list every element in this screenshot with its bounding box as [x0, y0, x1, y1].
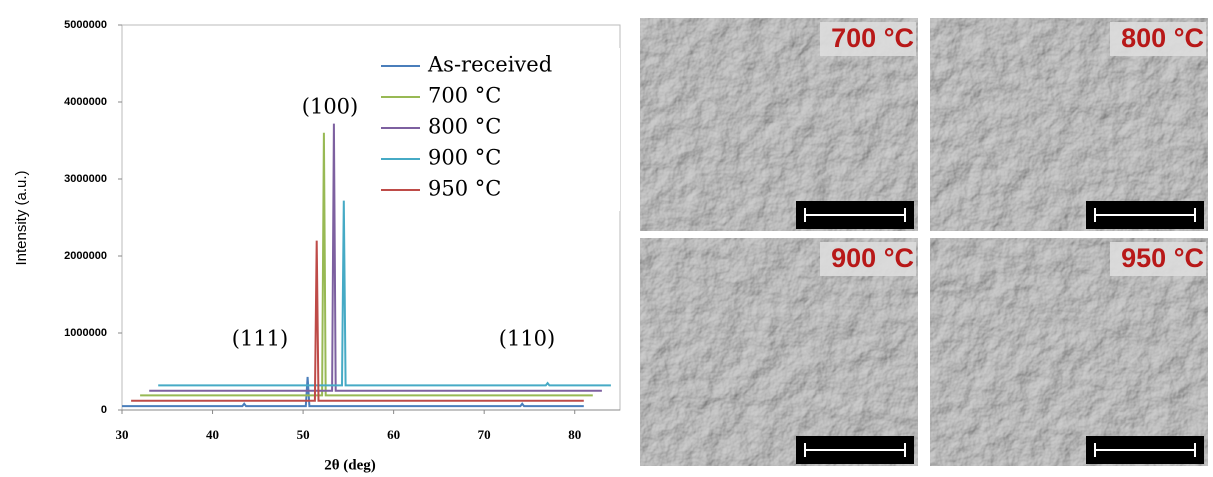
y-tick-label: 2000000: [64, 250, 107, 262]
series-line: [131, 241, 584, 401]
x-tick-label: 40: [206, 427, 219, 442]
annotation: (111): [232, 327, 288, 351]
x-tick-label: 80: [568, 427, 581, 442]
figure: Intensity (a.u.) 2θ (deg) 700 °C 800 °C 90…: [0, 0, 1213, 477]
x-tick-label: 70: [478, 427, 491, 442]
y-tick-label: 1000000: [64, 327, 107, 339]
x-axis-title: 2θ (deg): [324, 457, 376, 473]
legend-label: 900 °C: [428, 146, 501, 170]
series-line: [158, 201, 611, 386]
x-tick-label: 50: [297, 427, 310, 442]
y-tick-label: 4000000: [64, 96, 107, 108]
legend-label: As-received: [427, 53, 552, 77]
micrograph-label: 800 °C: [1121, 23, 1204, 53]
micrograph-label: 700 °C: [831, 23, 914, 53]
y-tick-label: 3000000: [64, 173, 107, 185]
annotation: (100): [302, 95, 358, 119]
x-tick-label: 60: [387, 427, 400, 442]
legend-label: 950 °C: [428, 177, 501, 201]
y-tick-label: 5000000: [64, 19, 107, 31]
micrographs: 700 °C 800 °C 900 °C 950 °C: [640, 18, 1208, 466]
micrograph-label: 900 °C: [831, 243, 914, 273]
x-tick-label: 30: [116, 427, 129, 442]
y-axis-title: Intensity (a.u.): [13, 170, 30, 265]
y-tick-label: 0: [101, 404, 107, 416]
legend-label: 800 °C: [428, 115, 501, 139]
micrograph-label: 950 °C: [1121, 243, 1204, 273]
annotation: (110): [499, 327, 555, 351]
legend-label: 700 °C: [428, 84, 501, 108]
